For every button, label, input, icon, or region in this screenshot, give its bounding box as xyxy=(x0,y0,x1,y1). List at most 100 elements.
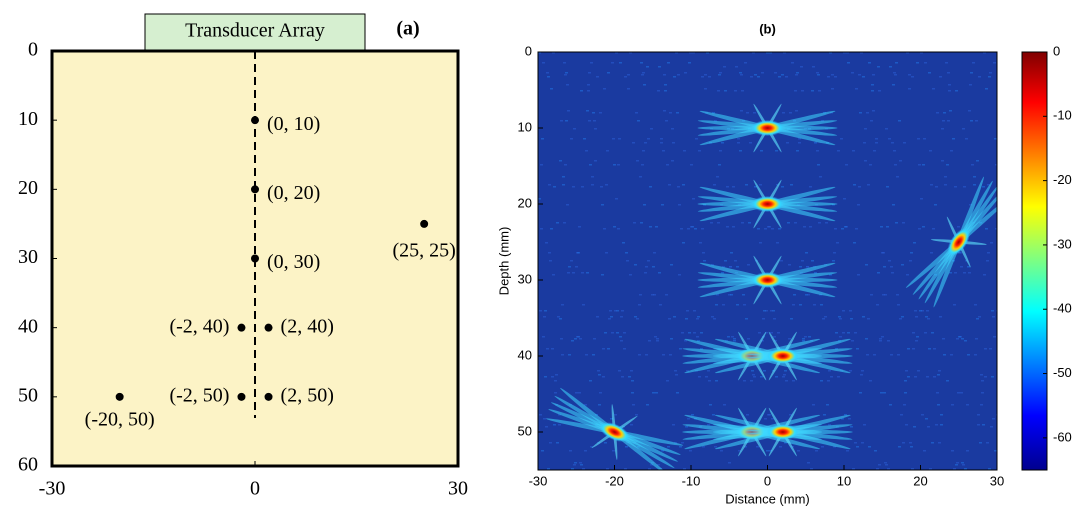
speckle xyxy=(687,228,690,230)
speckle xyxy=(748,222,751,224)
speckle xyxy=(863,142,866,144)
speckle xyxy=(632,142,635,144)
speckle xyxy=(852,150,855,152)
speckle xyxy=(718,74,721,76)
speckle xyxy=(784,442,787,444)
speckle xyxy=(953,304,956,306)
speckle xyxy=(716,176,719,178)
speckle xyxy=(765,310,768,312)
speckle xyxy=(636,160,639,162)
speckle xyxy=(879,340,882,342)
speckle xyxy=(918,228,921,230)
speckle xyxy=(686,370,689,372)
speckle xyxy=(963,186,966,188)
psf-core xyxy=(947,228,971,256)
speckle xyxy=(548,184,551,186)
speckle xyxy=(981,380,984,382)
speckle xyxy=(653,294,656,296)
speckle xyxy=(766,52,769,54)
y-tick-label: 50 xyxy=(518,423,532,438)
speckle xyxy=(575,266,578,268)
speckle xyxy=(811,260,814,262)
y-axis-label: Depth (mm) xyxy=(496,227,511,296)
panel-title: (b) xyxy=(759,21,776,36)
speckle xyxy=(802,340,805,342)
speckle xyxy=(566,84,569,86)
speckle xyxy=(907,376,910,378)
speckle xyxy=(584,404,587,406)
speckle xyxy=(943,354,946,356)
x-tick-label: -20 xyxy=(605,473,624,488)
speckle xyxy=(840,138,843,140)
speckle xyxy=(752,374,755,376)
speckle xyxy=(975,338,978,340)
header-box xyxy=(144,13,366,51)
speckle xyxy=(936,112,939,114)
speckle xyxy=(931,332,934,334)
speckle xyxy=(700,332,703,334)
speckle xyxy=(815,450,818,452)
speckle xyxy=(889,66,892,68)
speckle xyxy=(710,222,713,224)
speckle xyxy=(854,442,857,444)
speckle xyxy=(915,340,918,342)
colorbar-tick-label: -40 xyxy=(1053,301,1072,316)
speckle xyxy=(733,340,736,342)
speckle xyxy=(688,332,691,334)
speckle xyxy=(910,446,913,448)
point-label: (0, 10) xyxy=(267,113,320,135)
speckle xyxy=(939,316,942,318)
speckle xyxy=(899,160,902,162)
speckle xyxy=(805,252,808,254)
speckle xyxy=(727,336,730,338)
speckle xyxy=(771,418,774,420)
speckle xyxy=(674,370,677,372)
speckle xyxy=(783,374,786,376)
speckle xyxy=(947,72,950,74)
speckle xyxy=(957,392,960,394)
speckle xyxy=(588,72,591,74)
speckle xyxy=(939,76,942,78)
speckle xyxy=(859,112,862,114)
speckle xyxy=(615,198,618,200)
speckle xyxy=(859,392,862,394)
speckle xyxy=(549,442,552,444)
speckle xyxy=(697,340,700,342)
speckle xyxy=(564,74,567,76)
speckle xyxy=(862,76,865,78)
speckle xyxy=(707,370,710,372)
speckle xyxy=(813,304,816,306)
speckle xyxy=(906,274,909,276)
speckle xyxy=(949,110,952,112)
speckle xyxy=(861,370,864,372)
speckle xyxy=(714,120,717,122)
speckle xyxy=(685,318,688,320)
speckle xyxy=(561,354,564,356)
speckle xyxy=(667,446,670,448)
speckle xyxy=(587,90,590,92)
speckle xyxy=(736,266,739,268)
speckle xyxy=(958,336,961,338)
speckle xyxy=(666,164,669,166)
speckle xyxy=(902,222,905,224)
speckle xyxy=(634,264,637,266)
speckle xyxy=(962,464,965,466)
speckle xyxy=(932,88,935,90)
speckle xyxy=(891,142,894,144)
speckle xyxy=(586,110,589,112)
point xyxy=(251,185,259,194)
speckle xyxy=(679,348,682,350)
speckle xyxy=(857,204,860,206)
speckle xyxy=(933,376,936,378)
speckle xyxy=(863,424,866,426)
speckle xyxy=(909,260,912,262)
speckle xyxy=(679,446,682,448)
speckle xyxy=(739,150,742,152)
point xyxy=(115,392,124,401)
speckle xyxy=(708,76,711,78)
speckle xyxy=(737,138,740,140)
speckle xyxy=(927,426,930,428)
speckle xyxy=(890,354,893,356)
speckle xyxy=(621,310,624,312)
speckle xyxy=(954,186,957,188)
